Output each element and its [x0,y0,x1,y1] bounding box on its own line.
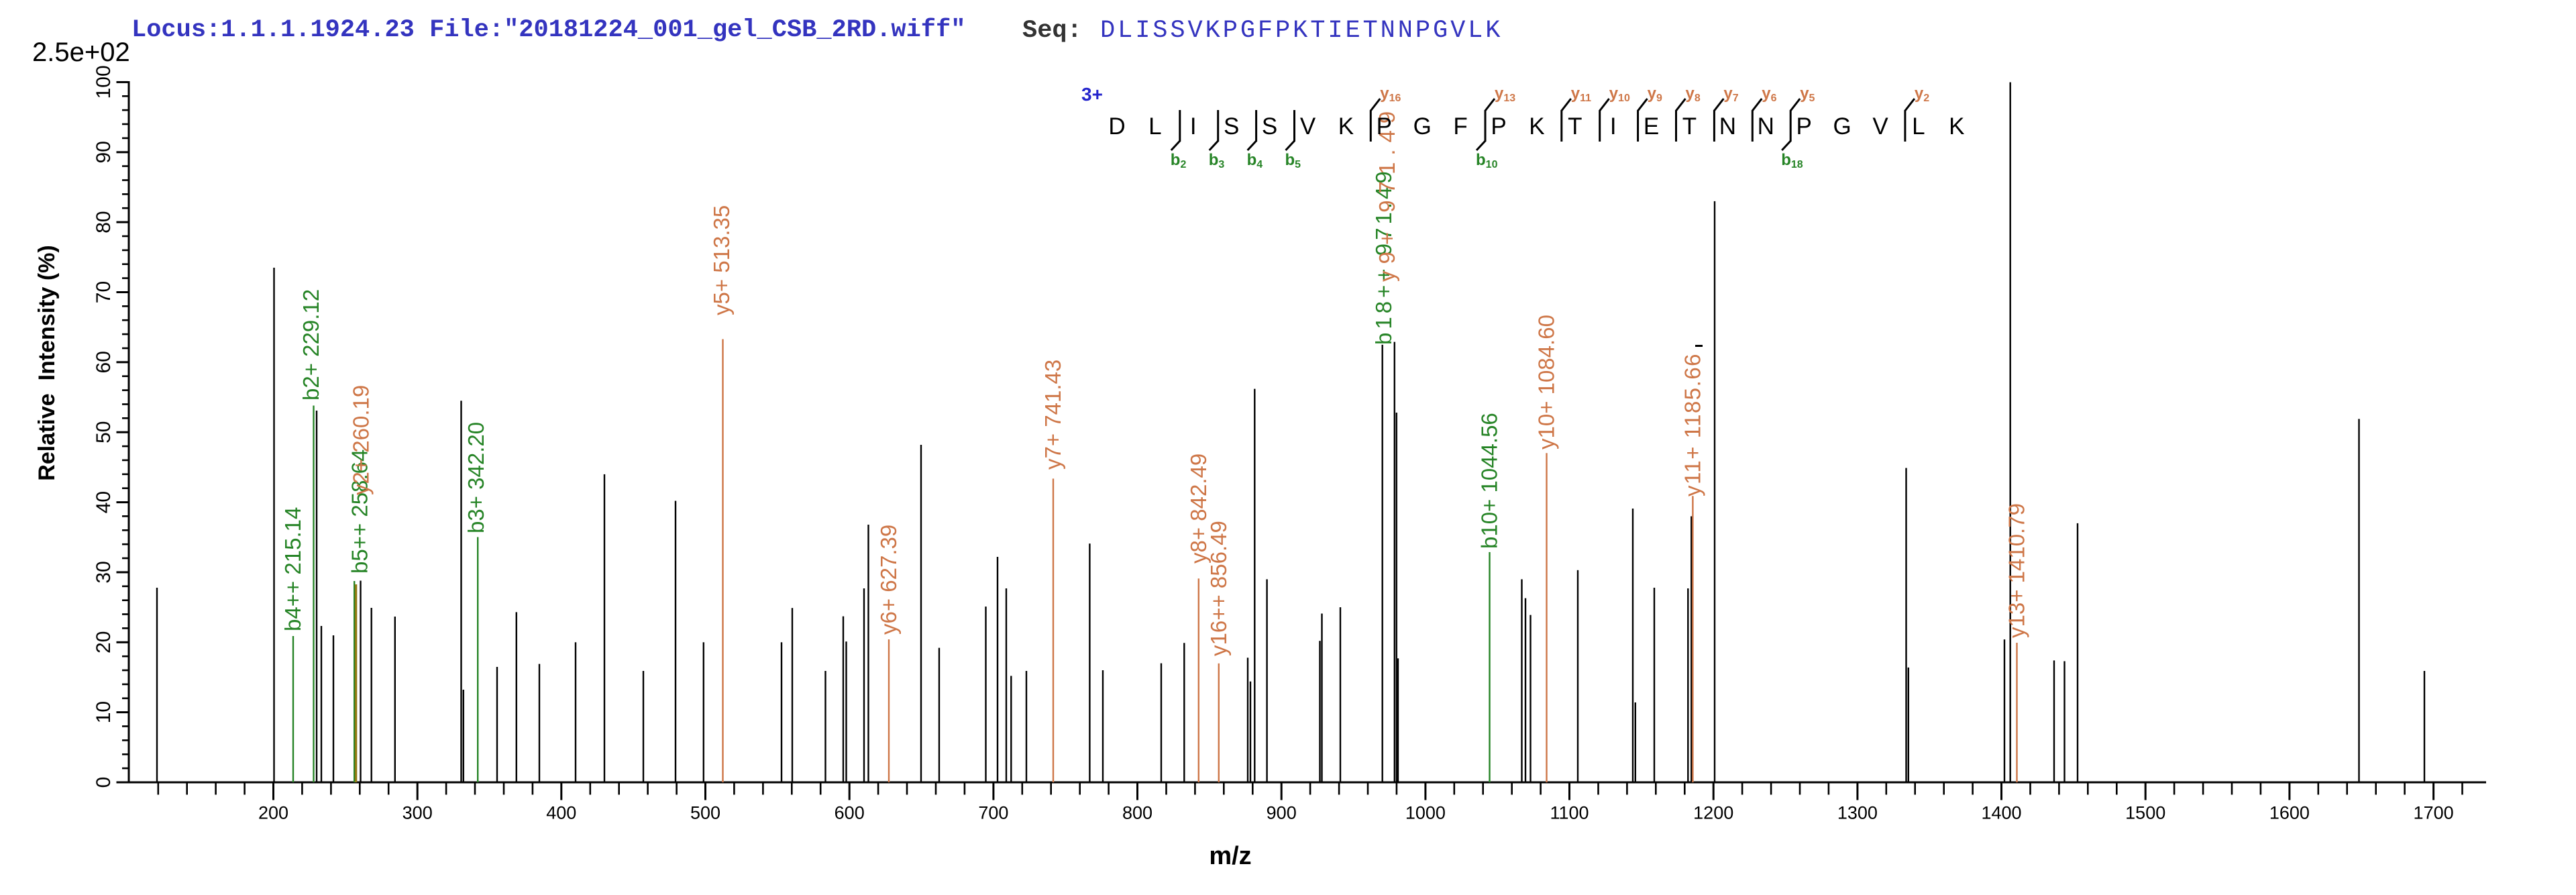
svg-text:600: 600 [835,803,865,823]
svg-text:b2+ 229.12: b2+ 229.12 [299,289,323,401]
svg-text:0: 0 [93,777,115,788]
svg-text:b4++ 215.14: b4++ 215.14 [280,507,305,631]
svg-text:90: 90 [93,141,115,163]
svg-text:P: P [1491,113,1506,140]
svg-text:b10+ 1044.56: b10+ 1044.56 [1477,413,1502,549]
svg-text:K: K [1529,113,1544,140]
svg-text:L: L [1912,113,1925,140]
svg-text:y5+ 513.35: y5+ 513.35 [709,205,734,315]
svg-text:G: G [1833,113,1851,140]
svg-text:P: P [1796,113,1812,140]
svg-text:S: S [1224,113,1239,140]
svg-text:Seq:: Seq: [1022,17,1082,45]
svg-text:y2+ 260.19: y2+ 260.19 [349,385,374,495]
svg-text:Locus:1.1.1.1924.23 File:"2018: Locus:1.1.1.1924.23 File:"20181224_001_g… [131,16,965,44]
svg-text:200: 200 [258,803,288,823]
svg-text:1400: 1400 [1981,803,2021,823]
svg-text:L: L [1148,113,1161,140]
svg-text:T: T [1568,113,1582,140]
svg-text:60: 60 [93,351,115,373]
svg-text:1700: 1700 [2414,803,2454,823]
svg-text:G: G [1413,113,1432,140]
svg-text:y6+ 627.39: y6+ 627.39 [876,525,901,635]
svg-text:N: N [1758,113,1774,140]
svg-text:80: 80 [93,211,115,233]
svg-text:E: E [1644,113,1659,140]
svg-text:30: 30 [93,561,115,583]
svg-text:400: 400 [546,803,576,823]
svg-text:2.5e+02: 2.5e+02 [32,38,130,67]
svg-text:b5++ 258.64: b5++ 258.64 [347,450,372,574]
svg-text:T: T [1682,113,1697,140]
svg-text:1500: 1500 [2125,803,2165,823]
svg-text:700: 700 [978,803,1008,823]
svg-text:y13+ 1410.79: y13+ 1410.79 [2004,503,2029,638]
svg-text:F: F [1453,113,1467,140]
svg-text:900: 900 [1267,803,1297,823]
svg-text:40: 40 [93,491,115,513]
svg-text:D: D [1108,113,1125,140]
svg-text:y11+ 1185.66: y11+ 1185.66 [1680,353,1705,496]
svg-text:1200: 1200 [1693,803,1733,823]
svg-text:K: K [1338,113,1354,140]
svg-text:DLISSVKPGFPKTIETNNPGVLK: DLISSVKPGFPKTIETNNPGVLK [1100,17,1503,45]
svg-text:I: I [1610,113,1617,140]
svg-text:K: K [1949,113,1964,140]
svg-text:y8+ 842.49: y8+ 842.49 [1186,454,1211,564]
svg-text:1600: 1600 [2269,803,2310,823]
svg-text:y7+ 741.43: y7+ 741.43 [1040,360,1065,470]
svg-text:b18: b18 [1781,151,1803,170]
svg-text:10: 10 [93,701,115,723]
svg-text:P: P [1377,113,1392,140]
svg-text:b3+ 342.20: b3+ 342.20 [464,422,488,533]
svg-text:1000: 1000 [1405,803,1446,823]
svg-text:y16++ 856.49: y16++ 856.49 [1206,521,1231,656]
svg-text:300: 300 [402,803,433,823]
svg-text:Relative Intensity (%): Relative Intensity (%) [34,245,60,480]
svg-text:1100: 1100 [1550,803,1589,823]
svg-text:20: 20 [93,631,115,653]
svg-text:100: 100 [93,65,115,99]
svg-text:V: V [1300,113,1316,140]
svg-text:50: 50 [93,421,115,443]
svg-text:I: I [1190,113,1197,140]
svg-text:y9+ 971.49: y9+ 971.49 [1375,105,1399,282]
svg-text:m/z: m/z [1209,842,1251,870]
svg-text:b18++ 971.49: b18++ 971.49 [1371,168,1396,345]
svg-text:3+: 3+ [1081,84,1103,105]
svg-text:V: V [1872,113,1888,140]
svg-text:y10+ 1084.60: y10+ 1084.60 [1534,315,1559,450]
svg-text:S: S [1262,113,1277,140]
svg-text:1300: 1300 [1837,803,1878,823]
svg-text:N: N [1719,113,1736,140]
svg-text:500: 500 [690,803,720,823]
svg-text:70: 70 [93,281,115,303]
svg-text:800: 800 [1122,803,1152,823]
